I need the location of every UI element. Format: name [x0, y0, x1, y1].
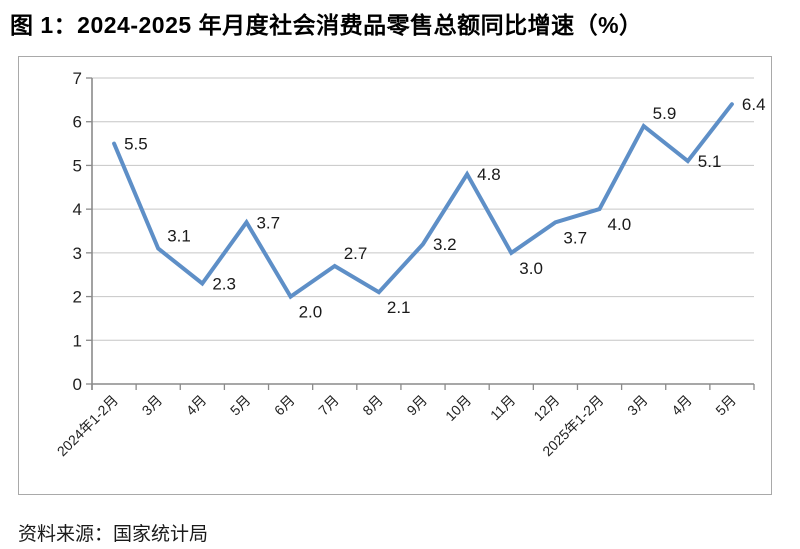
y-axis-tick-label: 5 [73, 156, 82, 175]
y-axis-tick-label: 6 [73, 113, 82, 132]
x-axis-category-label: 10月 [442, 392, 474, 424]
x-axis-category-label: 9月 [403, 392, 430, 419]
data-label: 5.1 [698, 152, 722, 171]
data-label: 3.7 [256, 213, 280, 232]
source-note: 资料来源：国家统计局 [18, 524, 209, 545]
data-label: 2.3 [212, 274, 236, 293]
chart-title: 图 1：2024-2025 年月度社会消费品零售总额同比增速（%） [10, 12, 643, 38]
data-label: 5.5 [124, 135, 148, 154]
y-axis-tick-label: 4 [73, 200, 82, 219]
y-axis-tick-label: 3 [73, 244, 82, 263]
x-axis-category-label: 6月 [271, 392, 298, 419]
y-axis-tick-label: 0 [73, 375, 82, 394]
y-axis-tick-label: 1 [73, 331, 82, 350]
y-axis-tick-label: 2 [73, 288, 82, 307]
x-axis-category-label: 2024年1-2月 [54, 392, 121, 459]
data-label: 3.1 [167, 226, 191, 245]
x-axis-category-label: 3月 [624, 392, 651, 419]
data-label: 2.0 [299, 303, 323, 322]
x-axis-category-label: 8月 [359, 392, 386, 419]
y-axis-tick-label: 7 [73, 69, 82, 88]
x-axis-category-label: 5月 [227, 392, 254, 419]
x-axis-category-label: 4月 [668, 392, 695, 419]
data-label: 2.7 [344, 244, 368, 263]
x-axis-category-label: 5月 [712, 392, 739, 419]
x-axis-category-label: 7月 [315, 392, 342, 419]
data-label: 5.9 [653, 104, 677, 123]
x-axis-category-label: 4月 [183, 392, 210, 419]
x-axis-category-label: 11月 [487, 392, 518, 423]
data-label: 6.4 [742, 95, 766, 114]
line-chart-svg: 0 1 2 3 4 5 6 7 2024年1-2月 3月 4月 5月 6月 7月 8月 9月 10月 11月 12月… [54, 69, 766, 459]
x-axis-category-label: 3月 [139, 392, 166, 419]
x-axis-category-label: 12月 [530, 392, 562, 424]
data-label: 3.7 [563, 228, 587, 247]
series-line [112, 102, 734, 300]
data-label: 4.0 [608, 215, 632, 234]
data-label: 3.0 [519, 259, 543, 278]
data-label: 2.1 [387, 298, 411, 317]
data-label: 4.8 [477, 165, 501, 184]
chart-area: 0 1 2 3 4 5 6 7 2024年1-2月 3月 4月 5月 6月 7月 8月 9月 10月 11月 12月… [18, 56, 772, 495]
data-label: 3.2 [433, 235, 457, 254]
